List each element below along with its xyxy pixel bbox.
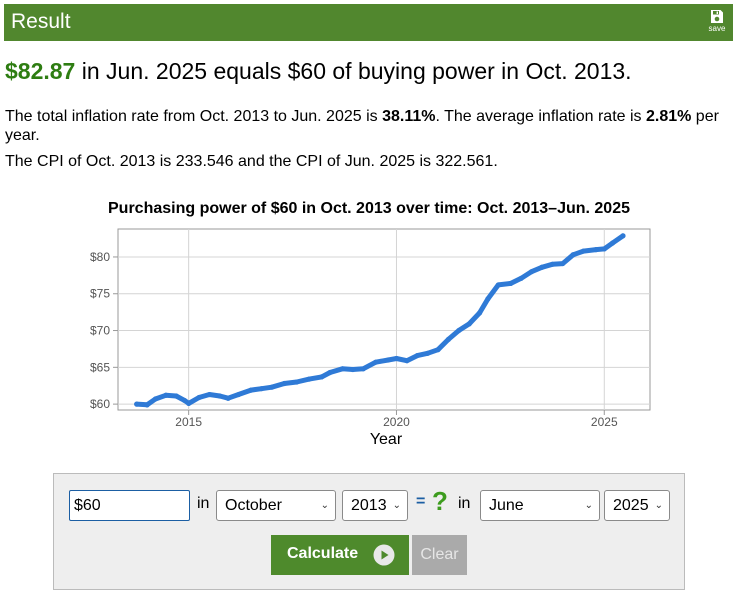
inflation-rate-text: The total inflation rate from Oct. 2013 … xyxy=(5,107,730,145)
chevron-down-icon: ⌄ xyxy=(392,500,401,511)
clear-button[interactable]: Clear xyxy=(412,535,467,575)
to-month-select[interactable]: June ⌄ xyxy=(480,490,600,521)
data-point xyxy=(549,261,555,267)
result-headline-text: in Jun. 2025 equals $60 of buying power … xyxy=(75,58,632,84)
data-point xyxy=(181,397,188,404)
save-button[interactable]: save xyxy=(707,9,727,37)
result-headline: $82.87 in Jun. 2025 equals $60 of buying… xyxy=(5,57,632,85)
play-circle-icon xyxy=(373,544,395,566)
data-point xyxy=(445,336,452,342)
in-label: in xyxy=(197,495,210,512)
data-point xyxy=(206,391,213,398)
inflation-text-part: The total inflation rate from Oct. 2013 … xyxy=(5,108,383,125)
chevron-down-icon: ⌄ xyxy=(320,500,329,511)
amount-input[interactable] xyxy=(69,490,190,521)
average-inflation-rate: 2.81% xyxy=(645,108,692,125)
data-point xyxy=(319,374,325,380)
inflation-text-part: per year. xyxy=(5,108,719,144)
data-point xyxy=(456,327,462,334)
plot-area xyxy=(117,228,651,411)
from-month-select[interactable]: October ⌄ xyxy=(216,490,336,521)
floppy-disk-icon xyxy=(711,10,723,23)
data-point xyxy=(217,393,223,399)
data-point xyxy=(258,386,264,392)
data-point xyxy=(186,400,192,406)
calculate-button[interactable]: Calculate xyxy=(271,535,409,575)
data-point xyxy=(404,358,410,364)
data-point xyxy=(163,392,169,398)
result-amount: $82.87 xyxy=(5,58,76,84)
data-point xyxy=(152,396,159,402)
data-point xyxy=(528,269,535,275)
data-point xyxy=(539,264,545,270)
data-point xyxy=(593,247,599,253)
data-point xyxy=(173,393,179,399)
data-point xyxy=(144,402,150,408)
data-point xyxy=(414,352,420,359)
y-tick-label: $60 xyxy=(90,397,110,411)
data-point xyxy=(560,260,566,267)
inflation-text-part: . The average inflation rate is xyxy=(435,108,646,125)
save-label: save xyxy=(708,24,726,33)
x-tick-label: 2015 xyxy=(175,415,202,429)
calculate-label: Calculate xyxy=(287,545,359,562)
y-tick-label: $75 xyxy=(90,287,110,301)
data-point xyxy=(580,248,587,254)
data-point xyxy=(235,391,242,398)
data-point xyxy=(601,246,607,252)
chart-title: Purchasing power of $60 in Oct. 2013 ove… xyxy=(108,200,630,217)
x-tick-label: 2020 xyxy=(383,415,410,429)
data-point xyxy=(306,376,312,382)
data-point xyxy=(476,310,483,316)
to-month-value: June xyxy=(489,497,524,514)
data-point xyxy=(425,350,431,356)
data-point xyxy=(134,401,140,407)
data-point xyxy=(485,296,491,302)
data-point xyxy=(225,395,231,401)
y-tick-label: $80 xyxy=(90,250,110,264)
x-tick-label: 2025 xyxy=(591,415,618,429)
data-point xyxy=(570,252,576,258)
purchasing-power-chart: $60 $65 $70 $75 $80 2015 2020 2025 xyxy=(90,228,651,429)
data-point xyxy=(620,233,626,239)
data-point xyxy=(294,379,300,385)
chevron-down-icon: ⌄ xyxy=(654,500,663,511)
y-tick-label: $65 xyxy=(90,360,110,374)
cpi-text: The CPI of Oct. 2013 is 233.546 and the … xyxy=(5,153,498,170)
data-point xyxy=(269,384,275,390)
x-axis-title: Year xyxy=(369,431,403,448)
data-point xyxy=(385,357,391,363)
data-point xyxy=(435,347,441,353)
calculator-panel: in October ⌄ 2013 ⌄ = ? in June ⌄ 2025 ⌄… xyxy=(53,473,685,590)
data-point xyxy=(350,366,356,373)
question-mark-icon: ? xyxy=(432,486,448,516)
data-point xyxy=(609,240,616,246)
from-year-value: 2013 xyxy=(351,497,387,514)
data-point xyxy=(196,394,202,401)
equals-sign: = xyxy=(416,493,426,510)
data-point xyxy=(393,355,400,362)
from-year-select[interactable]: 2013 ⌄ xyxy=(342,490,408,521)
to-year-select[interactable]: 2025 ⌄ xyxy=(604,490,670,521)
data-point xyxy=(466,321,472,327)
data-point xyxy=(248,387,254,393)
data-point xyxy=(360,366,366,372)
chevron-down-icon: ⌄ xyxy=(584,500,593,511)
total-inflation-rate: 38.11% xyxy=(382,108,436,125)
data-point xyxy=(495,282,501,288)
y-tick-label: $70 xyxy=(90,324,110,338)
result-header: Result save xyxy=(4,4,733,41)
from-month-value: October xyxy=(225,497,282,514)
data-point xyxy=(339,366,346,372)
in-label: in xyxy=(458,495,471,512)
data-point xyxy=(373,359,379,365)
to-year-value: 2025 xyxy=(613,497,649,514)
data-point xyxy=(327,369,333,376)
data-point xyxy=(518,275,524,281)
data-point xyxy=(508,280,514,287)
data-point xyxy=(281,380,287,387)
result-title: Result xyxy=(11,10,71,33)
